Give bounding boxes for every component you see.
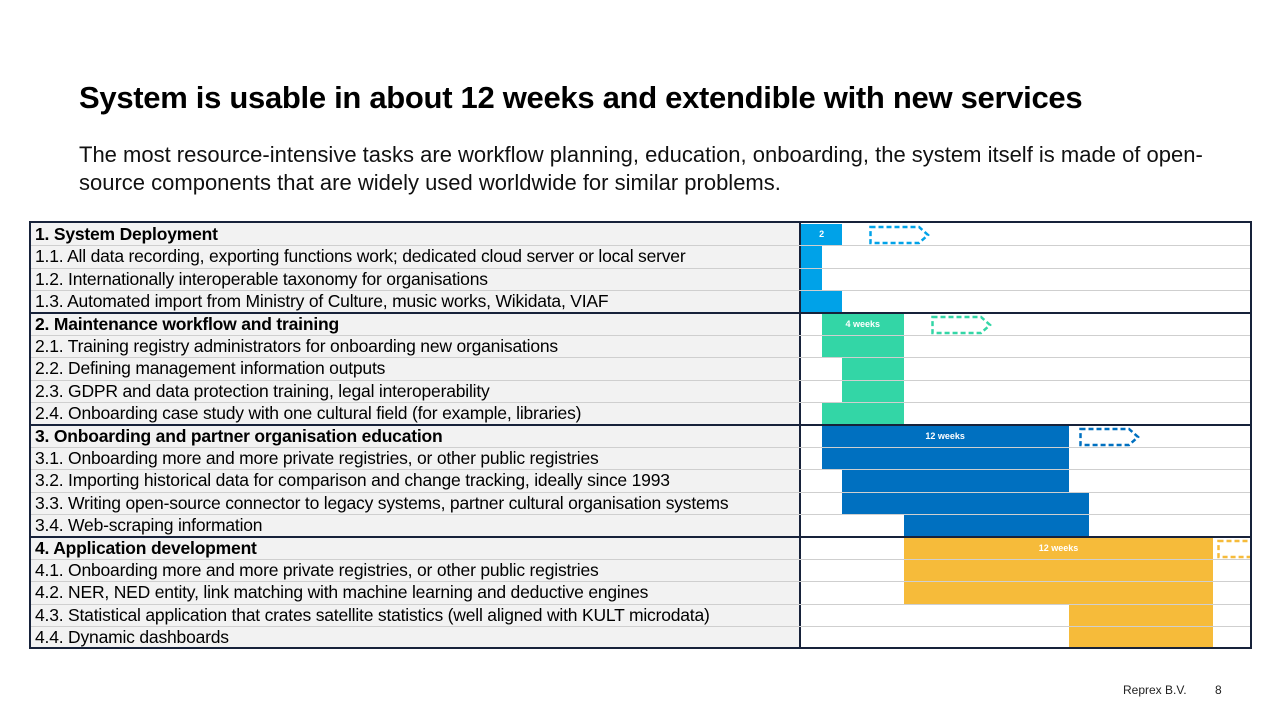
task-label: 4.2. NER, NED entity, link matching with…	[35, 582, 649, 603]
extension-arrow-icon	[931, 315, 992, 334]
task-bar	[842, 358, 904, 380]
row-separator	[31, 357, 1250, 359]
task-label: 3.1. Onboarding more and more private re…	[35, 448, 599, 468]
row-separator	[31, 559, 1250, 560]
task-label: 2.1. Training registry administrators fo…	[35, 336, 558, 356]
task-bar	[1068, 627, 1213, 647]
phase-duration-label: 12 weeks	[1038, 542, 1079, 553]
row-separator	[31, 447, 1250, 448]
phase-header-label: 3. Onboarding and partner organisation e…	[35, 425, 443, 446]
task-label: 1.2. Internationally interoperable taxon…	[35, 268, 488, 289]
row-separator	[31, 335, 1250, 336]
task-label: 1.1. All data recording, exporting funct…	[35, 246, 686, 267]
task-bar	[904, 515, 1090, 537]
row-separator	[31, 290, 1250, 292]
phase-separator	[31, 535, 1250, 538]
task-bar	[1068, 604, 1213, 627]
phase-bar	[821, 425, 1069, 447]
slide-subtitle: The most resource-intensive tasks are wo…	[79, 142, 1203, 195]
row-separator	[31, 491, 1250, 493]
phase-duration-label: 2	[819, 229, 825, 239]
row-separator	[31, 379, 1250, 381]
row-separator	[31, 245, 1250, 247]
page-number: 8	[1215, 683, 1222, 697]
task-label: 1.3. Automated import from Ministry of C…	[35, 291, 609, 312]
extension-arrow-icon	[1079, 427, 1140, 446]
task-label: 3.4. Web-scraping information	[35, 515, 263, 536]
task-bar	[801, 291, 843, 313]
task-bar	[801, 246, 822, 268]
task-label: 4.4. Dynamic dashboards	[35, 627, 229, 648]
task-bar	[842, 470, 1069, 492]
task-bar	[801, 268, 822, 291]
task-bar	[842, 492, 1090, 515]
row-separator	[31, 469, 1250, 471]
slide-title: System is usable in about 12 weeks and e…	[79, 80, 1083, 115]
task-list-column: 1. System Deployment 1.1. All data record…	[31, 223, 801, 647]
task-bar	[904, 582, 1213, 604]
row-separator	[31, 402, 1250, 404]
phase-header-label: 1. System Deployment	[35, 224, 218, 244]
task-label: 2.4. Onboarding case study with one cult…	[35, 403, 582, 424]
task-label: 3.2. Importing historical data for compa…	[35, 470, 670, 491]
phase-header-label: 4. Application development	[35, 537, 257, 558]
row-separator	[31, 514, 1250, 516]
task-label: 2.2. Defining management information out…	[35, 358, 386, 379]
task-bar	[821, 336, 904, 358]
row-separator	[31, 581, 1250, 583]
task-label: 2.3. GDPR and data protection training, …	[35, 380, 490, 401]
timeline-area: 2 4 weeks 12 weeks 12 weeks	[801, 223, 1250, 647]
phase-separator	[31, 311, 1250, 314]
task-label: 4.3. Statistical application that crates…	[35, 604, 710, 625]
phase-bar	[821, 313, 904, 335]
task-bar	[842, 380, 904, 403]
phase-separator	[31, 423, 1250, 426]
extension-arrow-icon	[869, 225, 930, 245]
phase-bar	[801, 224, 843, 246]
row-separator	[31, 626, 1250, 628]
extension-arrow-icon	[1217, 539, 1250, 558]
footer-company: Reprex B.V.	[1123, 683, 1187, 697]
task-label: 4.1. Onboarding more and more private re…	[35, 560, 599, 580]
task-bar	[904, 560, 1213, 582]
row-separator	[31, 603, 1250, 605]
row-separator	[31, 267, 1250, 269]
phase-duration-label: 12 weeks	[925, 430, 965, 441]
phase-header-label: 2. Maintenance workflow and training	[35, 313, 339, 334]
task-bar	[821, 448, 1069, 470]
task-label: 3.3. Writing open-source connector to le…	[35, 492, 729, 513]
phase-bar	[904, 537, 1213, 559]
gantt-chart: 1. System Deployment 1.1. All data record…	[29, 221, 1252, 649]
task-bar	[821, 403, 904, 425]
phase-duration-label: 4 weeks	[845, 318, 881, 329]
